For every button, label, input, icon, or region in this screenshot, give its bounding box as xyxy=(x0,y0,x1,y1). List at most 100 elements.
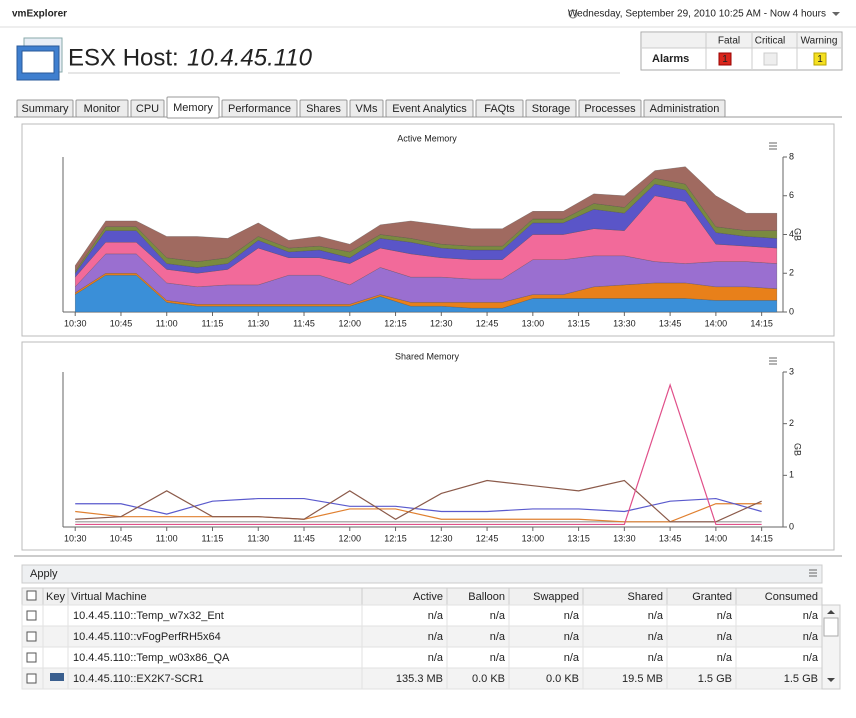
x-tick-label: 13:45 xyxy=(659,318,682,328)
scroll-thumb[interactable] xyxy=(823,617,839,637)
x-tick-label: 13:00 xyxy=(522,318,545,328)
y-tick-label: 0 xyxy=(789,306,794,316)
cell-value: n/a xyxy=(648,631,664,643)
tab[interactable] xyxy=(578,99,642,118)
apply-bar xyxy=(21,564,823,584)
row-checkbox[interactable] xyxy=(26,610,37,621)
vm-name: 10.4.45.110::EX2K7-SCR1 xyxy=(73,673,204,685)
x-tick-label: 12:00 xyxy=(339,533,362,543)
tab[interactable] xyxy=(385,99,474,118)
warning-count: 1 xyxy=(817,54,823,65)
x-tick-label: 11:30 xyxy=(247,318,269,328)
cell-value: 1.5 GB xyxy=(698,673,732,685)
x-tick-label: 10:45 xyxy=(110,318,133,328)
x-tick-label: 11:00 xyxy=(156,533,178,543)
column-header[interactable]: Shared xyxy=(628,591,663,603)
row-checkbox[interactable] xyxy=(26,652,37,663)
tab-label[interactable]: Shares xyxy=(306,103,341,115)
apply-button[interactable]: Apply xyxy=(30,568,58,580)
x-tick-label: 13:15 xyxy=(567,533,590,543)
y-tick-label: 8 xyxy=(789,151,794,161)
cell-value: 0.0 KB xyxy=(472,673,505,685)
x-tick-label: 14:00 xyxy=(705,533,728,543)
x-tick-label: 14:15 xyxy=(750,318,773,328)
tab[interactable] xyxy=(221,99,298,118)
tab-label[interactable]: VMs xyxy=(356,103,379,115)
title-host: 10.4.45.110 xyxy=(187,44,313,71)
tab-label[interactable]: Administration xyxy=(650,103,720,115)
x-tick-label: 13:30 xyxy=(613,318,636,328)
vm-table: Apply Key Virtual Machine Active Balloon Swap… xyxy=(14,555,842,690)
x-tick-label: 13:45 xyxy=(659,533,682,543)
alarm-column: Fatal xyxy=(718,36,740,47)
cell-value: n/a xyxy=(428,631,444,643)
row-checkbox[interactable] xyxy=(26,631,37,642)
x-tick-label: 12:45 xyxy=(476,318,499,328)
cell-value: n/a xyxy=(564,652,580,664)
scroll-down[interactable] xyxy=(827,678,835,682)
x-tick-label: 12:30 xyxy=(430,318,453,328)
x-tick-label: 11:30 xyxy=(247,533,269,543)
vm-name: 10.4.45.110::vFogPerfRH5x64 xyxy=(73,631,221,643)
column-header[interactable]: Granted xyxy=(692,591,732,603)
tab-label[interactable]: Monitor xyxy=(84,103,121,115)
chart-title: Shared Memory xyxy=(395,351,460,361)
chart-panel: Shared Memory 0 1 2 3 GB 10:30 10:45 11:00 11:15 1… xyxy=(21,341,835,551)
column-header[interactable]: Active xyxy=(413,591,443,603)
chart-title: Active Memory xyxy=(397,133,457,143)
tab-label[interactable]: Memory xyxy=(173,102,213,114)
tab-label[interactable]: Event Analytics xyxy=(392,103,467,115)
cell-value: n/a xyxy=(648,610,664,622)
app-name: vmExplorer xyxy=(12,9,67,20)
tab[interactable] xyxy=(75,99,129,118)
tab-label[interactable]: Performance xyxy=(228,103,291,115)
column-header[interactable]: Swapped xyxy=(533,591,579,603)
tab[interactable] xyxy=(130,99,165,118)
series-line xyxy=(75,503,762,523)
series-line xyxy=(75,479,762,523)
title-label: ESX Host: xyxy=(68,44,179,71)
cell-value: n/a xyxy=(428,652,444,664)
tab[interactable] xyxy=(349,99,384,118)
tab-label[interactable]: CPU xyxy=(136,103,159,115)
y-tick-label: 2 xyxy=(789,418,794,428)
scroll-up[interactable] xyxy=(827,610,835,614)
column-header[interactable]: Key xyxy=(46,591,65,603)
tab[interactable] xyxy=(16,99,74,118)
tab-label[interactable]: FAQts xyxy=(484,103,515,115)
x-tick-label: 10:30 xyxy=(64,533,87,543)
tab-label[interactable]: Summary xyxy=(21,103,69,115)
column-header[interactable]: Virtual Machine xyxy=(71,591,147,603)
tab-active[interactable] xyxy=(166,96,220,119)
tab-label[interactable]: Storage xyxy=(532,103,571,115)
x-tick-label: 12:15 xyxy=(384,318,407,328)
y-tick-label: 1 xyxy=(789,470,794,480)
tab[interactable] xyxy=(299,99,348,118)
cell-value: n/a xyxy=(648,652,664,664)
x-tick-label: 11:45 xyxy=(293,533,315,543)
column-header[interactable]: Consumed xyxy=(765,591,818,603)
cell-value: n/a xyxy=(717,631,733,643)
charts: Active Memory 0 2 4 6 8 GB 10:30 10:45 11:00 11:15… xyxy=(21,123,835,551)
cell-value: n/a xyxy=(803,652,819,664)
cell-value: n/a xyxy=(803,631,819,643)
header-checkbox[interactable] xyxy=(26,590,37,601)
x-tick-label: 14:00 xyxy=(705,318,728,328)
alarm-column: Critical xyxy=(755,36,786,47)
y-tick-label: 0 xyxy=(789,521,794,531)
column-header[interactable]: Balloon xyxy=(468,591,505,603)
x-tick-label: 13:00 xyxy=(522,533,545,543)
row-checkbox[interactable] xyxy=(26,673,37,684)
tab-label[interactable]: Processes xyxy=(584,103,636,115)
fatal-badge xyxy=(718,52,732,66)
tab[interactable] xyxy=(643,99,726,118)
tab[interactable] xyxy=(525,99,577,118)
y-tick-label: 4 xyxy=(789,229,794,239)
cell-value: 135.3 MB xyxy=(396,673,443,685)
tab[interactable] xyxy=(475,99,524,118)
timestamp[interactable]: Wednesday, September 29, 2010 10:25 AM -… xyxy=(568,9,826,20)
cell-value: n/a xyxy=(803,610,819,622)
series-line xyxy=(75,497,762,515)
dropdown-arrow[interactable] xyxy=(832,12,840,16)
